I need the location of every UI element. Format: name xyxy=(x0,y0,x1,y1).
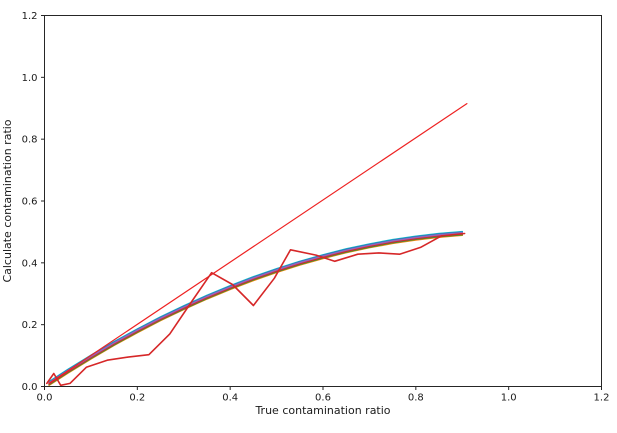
y-tick-label: 0.6 xyxy=(22,197,38,208)
x-tick-label: 1.2 xyxy=(594,393,610,404)
y-tick-label: 0.0 xyxy=(22,382,38,393)
x-tick-label: 0.0 xyxy=(37,393,53,404)
smooth-run-brown xyxy=(48,233,464,385)
y-tick-label: 1.2 xyxy=(22,11,38,22)
y-tick-label: 0.4 xyxy=(22,258,38,269)
y-tick-label: 0.2 xyxy=(22,320,38,331)
x-tick-label: 0.8 xyxy=(408,393,424,404)
smooth-run-purple xyxy=(48,232,464,384)
smooth-run-orange xyxy=(48,234,464,387)
y-tick-label: 1.0 xyxy=(22,73,38,84)
x-tick-label: 0.4 xyxy=(222,393,238,404)
x-tick-label: 1.0 xyxy=(501,393,517,404)
axis-ticks: 0.0 0.2 0.4 0.6 0.8 1.0 1.2 0.0 0.2 0.4 0.6 0.8 1.0 1… xyxy=(22,11,610,404)
x-tick-label: 0.2 xyxy=(129,393,145,404)
x-axis-label: True contamination ratio xyxy=(254,404,390,417)
y-tick-label: 0.8 xyxy=(22,135,38,146)
smooth-run-darkred xyxy=(48,233,464,385)
identity-line xyxy=(48,102,468,384)
y-axis-label: Calculate contamination ratio xyxy=(1,119,14,282)
smooth-run-green xyxy=(48,233,464,386)
x-tick-label: 0.6 xyxy=(315,393,331,404)
plot-series xyxy=(45,102,468,387)
estimated-ratio-line xyxy=(45,232,466,387)
smooth-run-gray xyxy=(48,232,464,385)
